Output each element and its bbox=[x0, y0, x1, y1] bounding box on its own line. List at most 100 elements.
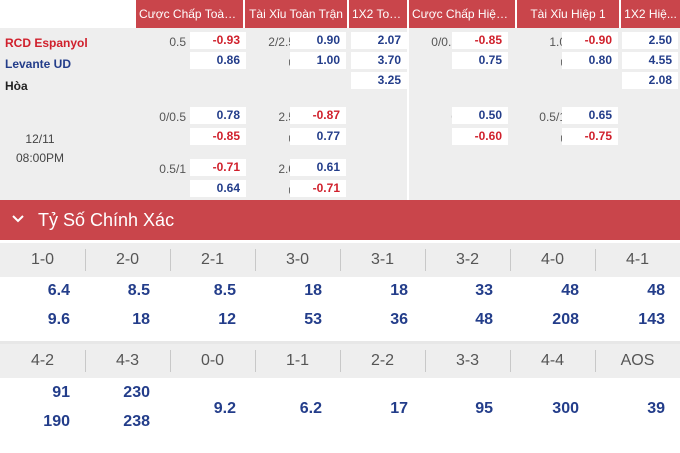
odds-value[interactable]: 2.07 bbox=[351, 32, 407, 49]
score-odds-home[interactable]: 18 bbox=[304, 282, 322, 299]
score-odds-home[interactable]: 6.4 bbox=[47, 282, 70, 299]
divider bbox=[255, 249, 256, 271]
score-odds-away[interactable]: 143 bbox=[638, 311, 665, 328]
handicap-line: 0.5/1 bbox=[159, 162, 186, 176]
divider bbox=[85, 249, 86, 271]
score-label: AOS bbox=[620, 352, 655, 369]
odds-value[interactable]: 3.25 bbox=[351, 72, 407, 89]
score-label: 1-1 bbox=[285, 352, 310, 369]
odds-value[interactable]: 0.50 bbox=[452, 107, 508, 124]
score-label: 4-4 bbox=[540, 352, 565, 369]
score-odds-value[interactable]: 6.2 bbox=[299, 400, 322, 417]
col-overunder-h1[interactable]: Tài Xỉu Hiệp 1 bbox=[517, 0, 619, 28]
divider bbox=[595, 249, 596, 271]
divider bbox=[595, 350, 596, 372]
divider bbox=[425, 249, 426, 271]
score-label: 3-0 bbox=[285, 251, 310, 268]
away-team[interactable]: Levante UD bbox=[5, 57, 72, 71]
score-header-row: 4-2 4-3 0-0 1-1 2-2 3-3 4-4 AOS bbox=[0, 344, 680, 378]
odds-value[interactable]: -0.85 bbox=[452, 32, 508, 49]
odds-value[interactable]: -0.93 bbox=[190, 32, 246, 49]
odds-value[interactable]: 0.78 bbox=[190, 107, 246, 124]
score-odds-away[interactable]: 208 bbox=[552, 311, 579, 328]
handicap-line: 0.5 bbox=[169, 35, 186, 49]
odds-value[interactable]: 0.61 bbox=[290, 159, 346, 176]
divider bbox=[170, 249, 171, 271]
odds-value[interactable]: -0.60 bbox=[452, 128, 508, 145]
odds-value[interactable]: 1.00 bbox=[290, 52, 346, 69]
score-odds-value[interactable]: 17 bbox=[390, 400, 408, 417]
odds-value[interactable]: 2.50 bbox=[622, 32, 678, 49]
divider bbox=[510, 249, 511, 271]
odds-value[interactable]: 0.64 bbox=[190, 180, 246, 197]
score-odds-home[interactable]: 91 bbox=[52, 384, 70, 401]
odds-value[interactable]: -0.90 bbox=[562, 32, 618, 49]
col-handicap-full[interactable]: Cược Chấp Toàn ... bbox=[136, 0, 243, 28]
odds-value[interactable]: 3.70 bbox=[351, 52, 407, 69]
score-label: 4-1 bbox=[625, 251, 650, 268]
divider bbox=[170, 350, 171, 372]
score-odds-home[interactable]: 8.5 bbox=[127, 282, 150, 299]
score-odds-away[interactable]: 36 bbox=[390, 311, 408, 328]
odds-value[interactable]: -0.71 bbox=[290, 180, 346, 197]
col-overunder-full[interactable]: Tài Xỉu Toàn Trận bbox=[245, 0, 347, 28]
odds-value[interactable]: 4.55 bbox=[622, 52, 678, 69]
score-odds-home[interactable]: 8.5 bbox=[213, 282, 236, 299]
score-odds-home[interactable]: 48 bbox=[647, 282, 665, 299]
score-odds-value[interactable]: 39 bbox=[647, 400, 665, 417]
correct-score-section-header[interactable]: Tỷ Số Chính Xác bbox=[0, 200, 680, 240]
score-label: 2-2 bbox=[370, 352, 395, 369]
divider bbox=[340, 350, 341, 372]
ou-line: 1.0 bbox=[549, 35, 566, 49]
handicap-line: 0/0.5 bbox=[159, 110, 186, 124]
score-odds-value[interactable]: 300 bbox=[552, 400, 579, 417]
score-odds-away[interactable]: 53 bbox=[304, 311, 322, 328]
divider bbox=[0, 341, 680, 344]
odds-value[interactable]: -0.87 bbox=[290, 107, 346, 124]
odds-value[interactable]: -0.71 bbox=[190, 159, 246, 176]
score-odds-away[interactable]: 238 bbox=[123, 413, 150, 430]
score-odds-away[interactable]: 12 bbox=[218, 311, 236, 328]
score-odds-away[interactable]: 48 bbox=[475, 311, 493, 328]
odds-value[interactable]: 0.86 bbox=[190, 52, 246, 69]
score-odds-away[interactable]: 190 bbox=[43, 413, 70, 430]
odds-value[interactable]: 0.80 bbox=[562, 52, 618, 69]
divider bbox=[255, 350, 256, 372]
score-label: 3-2 bbox=[455, 251, 480, 268]
ou-line: 2.5 bbox=[278, 110, 295, 124]
odds-value[interactable]: 0.90 bbox=[290, 32, 346, 49]
match-time: 08:00PM bbox=[15, 151, 65, 165]
odds-panel: RCD Espanyol Levante UD Hòa 12/11 08:00P… bbox=[0, 28, 680, 200]
section-title: Tỷ Số Chính Xác bbox=[38, 210, 175, 230]
odds-value[interactable]: -0.75 bbox=[562, 128, 618, 145]
home-team[interactable]: RCD Espanyol bbox=[5, 36, 88, 50]
score-odds-value[interactable]: 9.2 bbox=[213, 400, 236, 417]
score-odds-away[interactable]: 18 bbox=[132, 311, 150, 328]
divider bbox=[425, 350, 426, 372]
score-label: 2-0 bbox=[115, 251, 140, 268]
score-odds-home[interactable]: 33 bbox=[475, 282, 493, 299]
match-date: 12/11 bbox=[25, 132, 55, 146]
odds-value[interactable]: 2.08 bbox=[622, 72, 678, 89]
odds-value[interactable]: 0.75 bbox=[452, 52, 508, 69]
odds-value[interactable]: 0.65 bbox=[562, 107, 618, 124]
chevron-down-icon[interactable] bbox=[10, 211, 26, 227]
odds-value[interactable]: -0.85 bbox=[190, 128, 246, 145]
score-label: 0-0 bbox=[200, 352, 225, 369]
col-handicap-h1[interactable]: Cược Chấp Hiệp 1 bbox=[409, 0, 515, 28]
score-label: 4-3 bbox=[115, 352, 140, 369]
col-1x2-h1[interactable]: 1X2 Hiệ... bbox=[621, 0, 680, 28]
score-label: 3-3 bbox=[455, 352, 480, 369]
divider bbox=[340, 249, 341, 271]
odds-value[interactable]: 0.77 bbox=[290, 128, 346, 145]
score-header-row: 1-0 2-0 2-1 3-0 3-1 3-2 4-0 4-1 bbox=[0, 243, 680, 277]
score-odds-home[interactable]: 230 bbox=[123, 384, 150, 401]
divider bbox=[407, 28, 409, 200]
score-label: 1-0 bbox=[30, 251, 55, 268]
col-1x2-full[interactable]: 1X2 Toà... bbox=[349, 0, 407, 28]
score-odds-home[interactable]: 18 bbox=[390, 282, 408, 299]
score-odds-home[interactable]: 48 bbox=[561, 282, 579, 299]
score-odds-away[interactable]: 9.6 bbox=[47, 311, 70, 328]
score-odds-value[interactable]: 95 bbox=[475, 400, 493, 417]
draw-label: Hòa bbox=[5, 79, 28, 93]
